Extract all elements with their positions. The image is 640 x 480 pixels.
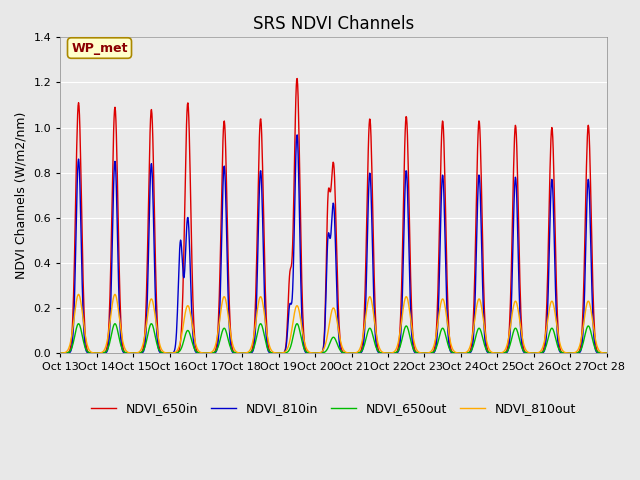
NDVI_810in	[344, 350, 351, 356]
NDVI_810out	[241, 350, 249, 356]
NDVI_650out	[344, 350, 351, 356]
NDVI_810out	[56, 350, 64, 356]
NDVI_810in	[241, 350, 248, 356]
NDVI_810in	[355, 350, 363, 356]
NDVI_650out	[294, 321, 301, 327]
NDVI_810out	[603, 350, 611, 356]
NDVI_810out	[344, 350, 351, 356]
NDVI_650in	[129, 350, 136, 356]
NDVI_650out	[149, 323, 157, 329]
NDVI_650out	[129, 350, 137, 356]
NDVI_650in	[148, 120, 156, 126]
NDVI_650in	[294, 82, 301, 88]
NDVI_650in	[56, 350, 64, 356]
Text: WP_met: WP_met	[71, 42, 128, 55]
Title: SRS NDVI Channels: SRS NDVI Channels	[253, 15, 414, 33]
NDVI_810in	[148, 174, 156, 180]
NDVI_810out	[294, 303, 301, 309]
Y-axis label: NDVI Channels (W/m2/nm): NDVI Channels (W/m2/nm)	[15, 111, 28, 279]
NDVI_650out	[355, 350, 363, 356]
NDVI_810out	[355, 347, 363, 353]
NDVI_810in	[129, 350, 136, 356]
NDVI_650in	[241, 350, 248, 356]
NDVI_810in	[603, 350, 611, 356]
NDVI_650in	[355, 350, 363, 356]
NDVI_650in	[293, 76, 301, 82]
Line: NDVI_810out: NDVI_810out	[60, 294, 607, 353]
Line: NDVI_650out: NDVI_650out	[60, 324, 607, 353]
Line: NDVI_650in: NDVI_650in	[60, 79, 607, 353]
NDVI_810in	[56, 350, 64, 356]
NDVI_810out	[149, 299, 157, 305]
NDVI_810in	[293, 132, 301, 138]
NDVI_650out	[603, 350, 611, 356]
Legend: NDVI_650in, NDVI_810in, NDVI_650out, NDVI_810out: NDVI_650in, NDVI_810in, NDVI_650out, NDV…	[86, 397, 581, 420]
Line: NDVI_810in: NDVI_810in	[60, 135, 607, 353]
NDVI_650in	[344, 350, 351, 356]
NDVI_810out	[129, 350, 137, 356]
NDVI_650out	[56, 350, 64, 356]
NDVI_650out	[241, 350, 249, 356]
NDVI_650in	[603, 350, 611, 356]
NDVI_650out	[75, 321, 83, 326]
NDVI_810in	[294, 138, 301, 144]
NDVI_810out	[75, 291, 83, 297]
